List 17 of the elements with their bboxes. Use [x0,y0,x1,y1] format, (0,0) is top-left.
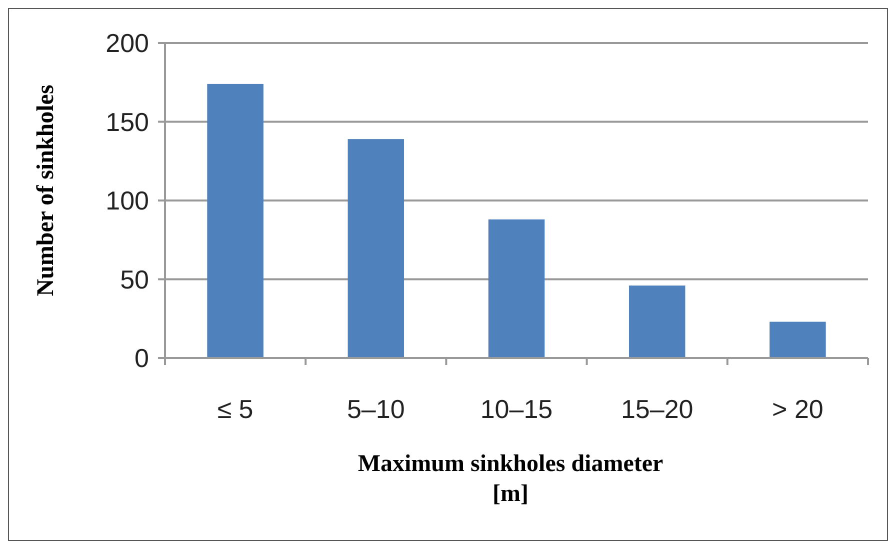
y-tick-label: 200 [106,28,149,58]
y-axis-title: Number of sinkholes [33,84,59,296]
x-tick-label: 15–20 [620,394,694,424]
x-tick-label: ≤ 5 [217,394,254,424]
y-tick-label: 0 [134,343,149,374]
bar [770,322,826,358]
bar [628,286,686,358]
bar [348,139,404,358]
y-tick-label: 50 [120,264,149,294]
y-tick-label: 100 [106,186,149,216]
bar [207,84,264,358]
y-tick-label: 150 [106,106,149,137]
x-tick-label: > 20 [772,394,824,424]
x-axis-title: Maximum sinkholes diameter [m] [358,451,664,507]
bar [488,219,545,358]
x-tick-label: 5–10 [346,394,405,424]
x-tick-label: 10–15 [480,394,553,424]
